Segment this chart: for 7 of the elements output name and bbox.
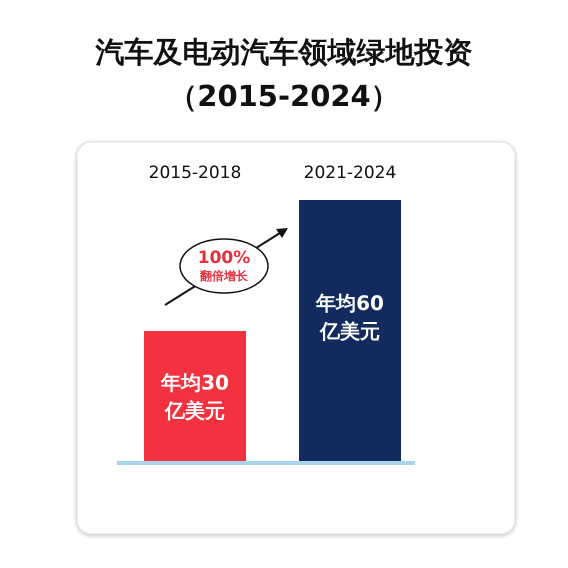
x-tick-label: 2015-2018 xyxy=(148,163,242,183)
annotation: 100% xyxy=(198,248,250,268)
annotation: 翻倍增长 xyxy=(199,269,249,283)
chart-title: 汽车及电动汽车领域绿地投资（2015-2024） xyxy=(94,34,474,115)
data-label: 年均60 亿美元 xyxy=(315,291,384,343)
x-tick-label: 2021-2024 xyxy=(304,163,396,183)
data-label: 年均30 亿美元 xyxy=(160,370,229,422)
